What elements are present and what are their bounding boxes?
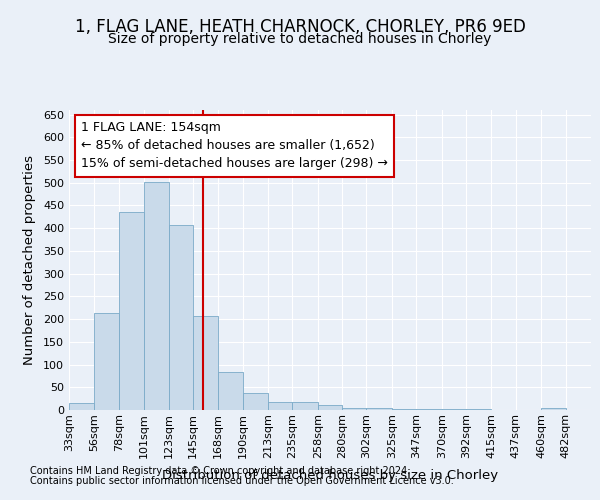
Bar — [541, 408, 566, 410]
Text: 1 FLAG LANE: 154sqm
← 85% of detached houses are smaller (1,652)
15% of semi-det: 1 FLAG LANE: 154sqm ← 85% of detached ho… — [81, 122, 388, 170]
Text: 1, FLAG LANE, HEATH CHARNOCK, CHORLEY, PR6 9ED: 1, FLAG LANE, HEATH CHARNOCK, CHORLEY, P… — [74, 18, 526, 36]
Bar — [392, 409, 416, 410]
Bar — [144, 182, 169, 410]
Bar — [69, 403, 94, 410]
Bar — [318, 406, 342, 410]
Bar — [342, 408, 367, 410]
Bar — [119, 212, 144, 410]
Bar — [94, 313, 119, 410]
Y-axis label: Number of detached properties: Number of detached properties — [23, 155, 36, 365]
Bar — [442, 409, 466, 410]
Bar — [268, 402, 292, 410]
Bar — [169, 225, 193, 410]
Bar — [218, 372, 242, 410]
Bar — [292, 402, 318, 410]
X-axis label: Distribution of detached houses by size in Chorley: Distribution of detached houses by size … — [162, 469, 498, 482]
Bar — [193, 316, 218, 410]
Bar — [367, 408, 392, 410]
Text: Contains HM Land Registry data © Crown copyright and database right 2024.: Contains HM Land Registry data © Crown c… — [30, 466, 410, 476]
Bar — [416, 409, 442, 410]
Bar — [466, 409, 491, 410]
Text: Size of property relative to detached houses in Chorley: Size of property relative to detached ho… — [109, 32, 491, 46]
Text: Contains public sector information licensed under the Open Government Licence v3: Contains public sector information licen… — [30, 476, 454, 486]
Bar — [242, 392, 268, 410]
